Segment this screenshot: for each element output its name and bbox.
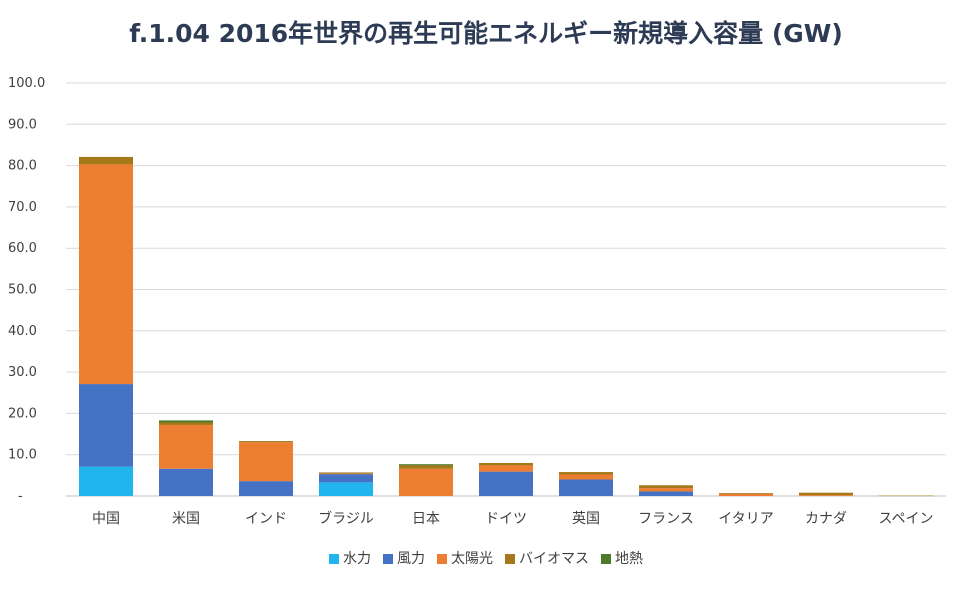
bar-segment: [479, 465, 533, 472]
bar-segment: [159, 422, 213, 425]
y-tick-label: 80.0: [8, 159, 37, 174]
x-tick-label: インド: [245, 511, 287, 527]
bar-segment: [799, 492, 853, 496]
y-tick-label: 70.0: [8, 200, 37, 215]
legend-item: バイオマス: [505, 548, 589, 568]
x-tick-label: 日本: [412, 511, 440, 527]
chart-legend: 水力 風力 太陽光 バイオマス 地熱: [0, 548, 972, 568]
legend-label: 風力: [397, 551, 425, 567]
bar-segment: [159, 468, 213, 496]
x-tick-label: 米国: [172, 511, 200, 527]
bar-segment: [639, 488, 693, 492]
bar-segment: [559, 474, 613, 480]
bar-segment: [79, 466, 133, 496]
bar-segment: [399, 465, 453, 469]
x-tick-label: ブラジル: [318, 510, 374, 527]
y-tick-label: 20.0: [8, 406, 37, 421]
bar-segment: [79, 164, 133, 385]
bar-segment: [319, 474, 373, 483]
bar-segment: [559, 479, 613, 496]
legend-label: バイオマス: [519, 551, 589, 567]
y-tick-label: 30.0: [8, 365, 37, 380]
bar-segment: [239, 441, 293, 443]
y-tick-label: -: [18, 489, 23, 504]
chart-title: f.1.04 2016年世界の再生可能エネルギー新規導入容量 (GW): [129, 19, 843, 48]
bar-segment: [319, 482, 373, 496]
y-tick-label: 50.0: [8, 283, 37, 298]
bar-segment: [799, 495, 853, 496]
x-tick-label: イタリア: [718, 511, 773, 527]
bar-segment: [399, 464, 453, 466]
bar-segment: [239, 442, 293, 482]
legend-swatch: [437, 554, 447, 564]
legend-label: 地熱: [615, 551, 643, 567]
bar-segment: [719, 493, 773, 496]
legend-label: 太陽光: [451, 551, 493, 567]
legend-swatch: [601, 554, 611, 564]
bar-segment: [159, 424, 213, 469]
x-tick-label: ドイツ: [485, 511, 527, 527]
bar-segment: [879, 495, 933, 497]
legend-item: 水力: [329, 548, 371, 568]
bar-segment: [639, 491, 693, 496]
legend-label: 水力: [343, 551, 371, 567]
x-tick-label: カナダ: [805, 511, 847, 527]
bar-segment: [239, 481, 293, 496]
bar-segment: [319, 472, 373, 474]
legend-item: 風力: [383, 548, 425, 568]
y-tick-label: 60.0: [8, 241, 37, 256]
bar-segment: [319, 473, 373, 475]
y-tick-label: 40.0: [8, 324, 37, 339]
bar-segment: [639, 485, 693, 489]
bar-segment: [159, 420, 213, 423]
x-tick-label: フランス: [638, 511, 694, 527]
y-tick-label: 10.0: [8, 448, 37, 463]
bar-segment: [79, 384, 133, 467]
x-tick-label: 中国: [92, 511, 120, 527]
bar-segment: [559, 472, 613, 475]
y-tick-label: 100.0: [8, 76, 45, 91]
bar-segment: [719, 493, 773, 494]
y-tick-label: 90.0: [8, 117, 37, 132]
legend-swatch: [383, 554, 393, 564]
x-tick-label: スペイン: [878, 511, 933, 527]
legend-swatch: [329, 554, 339, 564]
legend-swatch: [505, 554, 515, 564]
legend-item: 地熱: [601, 548, 643, 568]
bar-segment: [399, 468, 453, 496]
legend-item: 太陽光: [437, 548, 493, 568]
bar-segment: [479, 471, 533, 496]
bar-segment: [79, 156, 133, 165]
bar-segment: [479, 462, 533, 466]
x-tick-label: 英国: [572, 510, 600, 527]
